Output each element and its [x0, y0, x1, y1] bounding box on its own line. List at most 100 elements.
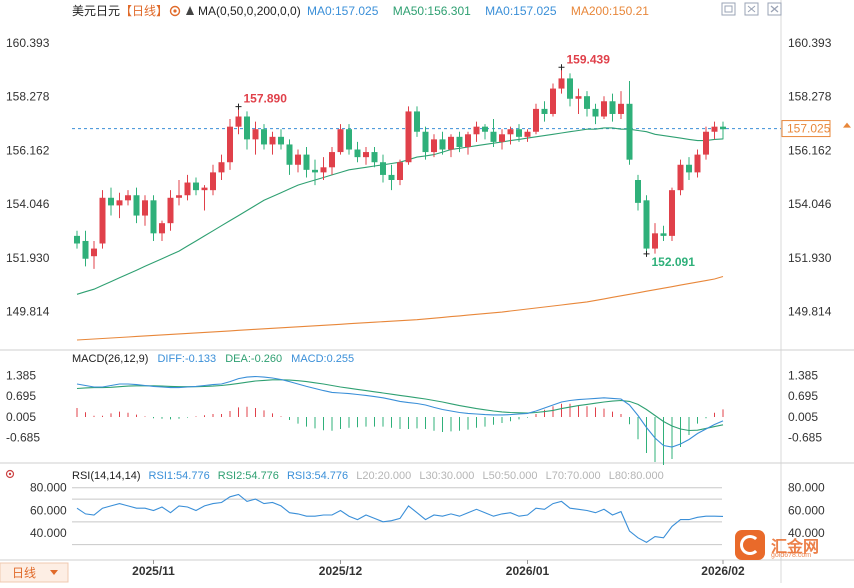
price-tick-right: 156.162	[788, 143, 832, 157]
candle-body	[142, 200, 148, 216]
candle-body	[550, 88, 556, 114]
macd-tick-right: 1.385	[788, 368, 818, 382]
candle-body	[286, 144, 293, 165]
candle-body	[312, 169, 318, 173]
candle-body	[456, 136, 463, 147]
price-tick-right: 151.930	[788, 251, 832, 265]
price-tick-left: 158.278	[6, 90, 50, 104]
macd-diff-line	[76, 375, 724, 448]
candle-body	[677, 164, 684, 191]
candle-body	[261, 129, 267, 145]
candle-body	[235, 116, 242, 127]
macd-tick-left: 0.005	[6, 410, 36, 424]
candle-body	[380, 162, 386, 175]
candle-body	[618, 103, 624, 114]
ma-params: MA(0,50,0,200,0,0)	[198, 4, 301, 18]
period-tag[interactable]: 【日线】	[120, 4, 168, 18]
price-tick-left: 156.162	[6, 143, 50, 157]
candle-body	[91, 248, 97, 257]
candle-body	[482, 126, 488, 132]
macd-panel	[76, 375, 724, 465]
ma-legend: MA0:157.025 MA50:156.301 MA0:157.025 MA2…	[307, 4, 649, 18]
candle-body	[227, 126, 233, 163]
rsi-tick-left: 60.000	[30, 503, 67, 517]
candle-body	[626, 103, 633, 160]
rsi-tick-right: 40.000	[788, 526, 825, 540]
extreme-marker	[558, 64, 565, 71]
candle-body	[108, 197, 114, 206]
candle-body	[414, 111, 420, 132]
macd-tick-right: 0.695	[788, 389, 818, 403]
settings-gear-icon[interactable]	[169, 5, 181, 17]
candle-body	[193, 182, 199, 191]
candle-body	[490, 131, 497, 142]
watermark-subtext: gold678.com	[771, 552, 812, 559]
rsi-tick-right: 80.000	[788, 481, 825, 495]
close-icon[interactable]	[767, 2, 782, 16]
macd-tick-left: -0.685	[6, 431, 40, 445]
axes-layer: 160.393 160.393 158.278 158.278 156.162 156.1…	[6, 36, 832, 578]
macd-dea: DEA:-0.260	[225, 353, 282, 365]
price-tick-right: 154.046	[788, 197, 832, 211]
candle-body	[397, 162, 403, 180]
indicator-toggle-icon[interactable]	[186, 6, 194, 15]
candle-body	[720, 126, 726, 130]
period-tab-label: 日线	[12, 566, 36, 580]
current-price-label: 157.025	[787, 122, 831, 136]
price-tick-right: 149.814	[788, 305, 832, 319]
candle-body	[116, 200, 123, 206]
candle-body	[354, 149, 361, 158]
candle-body	[82, 240, 89, 259]
candle-body	[652, 233, 658, 249]
candle-body	[150, 200, 157, 234]
watermark-text: 汇金网	[771, 539, 820, 556]
candle-body	[388, 174, 395, 180]
candle-body	[507, 129, 514, 135]
rsi1-value: RSI1:54.776	[149, 470, 210, 482]
candle-body	[74, 235, 80, 244]
candle-body	[711, 126, 718, 132]
fullscreen-icon[interactable]	[744, 2, 759, 16]
candle-body	[184, 182, 191, 196]
watermark-icon	[735, 530, 765, 560]
rsi-panel	[72, 487, 724, 546]
ma200-value: MA200:150.21	[571, 4, 649, 18]
rsi-settings-icon[interactable]	[5, 469, 15, 479]
ma0-value: MA0:157.025	[307, 4, 379, 18]
rsi2-value: RSI2:54.776	[218, 470, 279, 482]
macd-title: MACD(26,12,9)	[72, 353, 148, 365]
price-tick-left: 160.393	[6, 36, 50, 50]
candle-body	[422, 131, 429, 153]
candle-body	[516, 129, 522, 137]
macd-legend: MACD(26,12,9) DIFF:-0.133 DEA:-0.260 MAC…	[72, 353, 354, 365]
extreme-label: 159.439	[567, 52, 611, 66]
candle-body	[533, 108, 539, 132]
extreme-label: 152.091	[652, 255, 696, 269]
candle-body	[686, 164, 692, 173]
candle-body	[218, 162, 225, 173]
macd-tick-right: -0.685	[788, 431, 822, 445]
candle-body	[201, 187, 208, 191]
candle-body	[499, 134, 505, 142]
candle-body	[584, 96, 590, 109]
rsi-tick-left: 80.000	[30, 481, 67, 495]
current-price-box	[781, 120, 831, 138]
restore-icon[interactable]	[721, 2, 736, 16]
window-controls	[721, 2, 782, 16]
candle-body	[320, 167, 327, 173]
candle-body	[167, 197, 174, 224]
macd-tick-right: 0.005	[788, 410, 818, 424]
period-tab[interactable]: 日线	[0, 562, 69, 583]
rsi-line	[76, 493, 724, 543]
extreme-marker	[235, 103, 242, 110]
candle-body	[371, 152, 378, 163]
candle-body	[210, 172, 216, 191]
candle-body	[448, 136, 454, 150]
time-label: 2026/01	[506, 564, 550, 578]
rsi-level-20: L20:20.000	[356, 470, 411, 482]
rsi-title: RSI(14,14,14)	[72, 470, 140, 482]
candle-body	[635, 180, 641, 203]
candle-body	[669, 190, 675, 236]
price-panel: 157.025 157.890 159.439 152.091	[72, 52, 851, 341]
macd-tick-left: 0.695	[6, 389, 36, 403]
